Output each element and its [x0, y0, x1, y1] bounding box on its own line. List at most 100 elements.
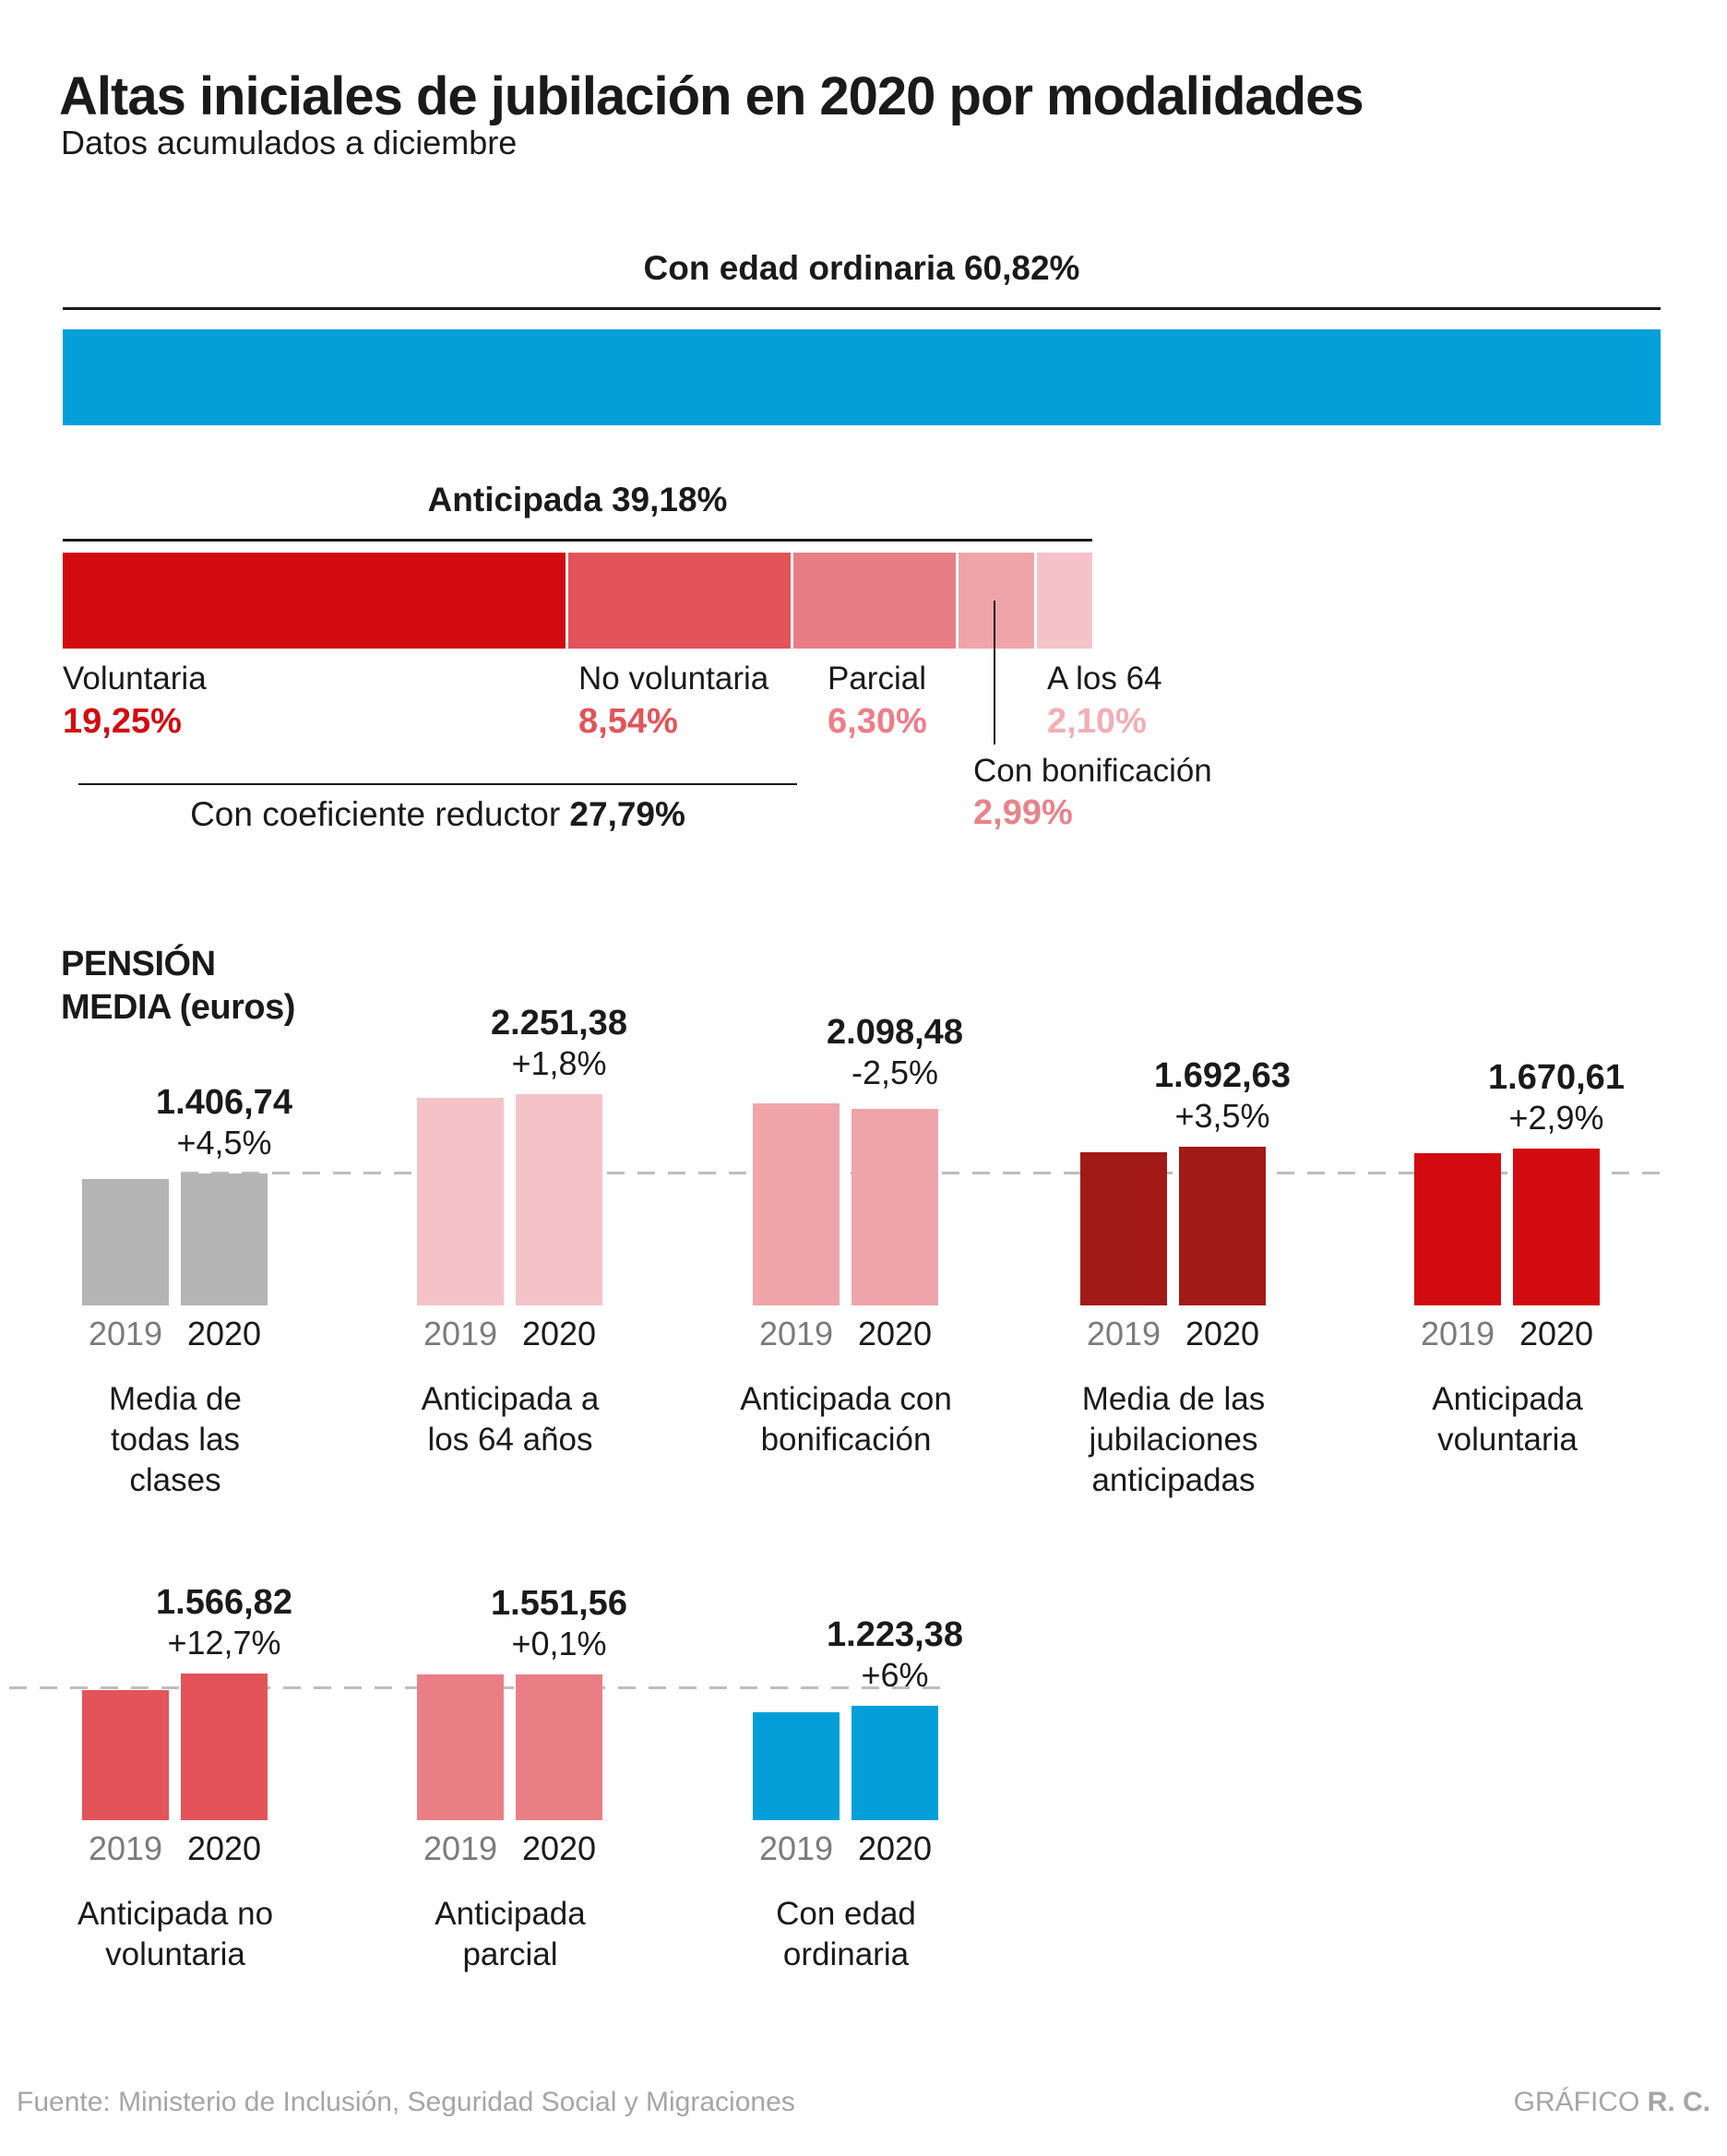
value-block: 1.692,63 +3,5%: [1084, 1054, 1361, 1136]
segment-label-block: A los 64 2,10%: [1047, 658, 1162, 743]
anticipada-header: Anticipada 39,18%: [427, 481, 728, 518]
pension-value: 2.098,48: [827, 1013, 963, 1052]
pension-group-label: Anticipada voluntaria: [1432, 1381, 1583, 1458]
anticipada-rule: [63, 539, 1092, 542]
pension-change: +6%: [861, 1656, 929, 1694]
callout-leader-line: [994, 601, 995, 744]
pension-change: +12,7%: [167, 1624, 281, 1662]
pension-change: +0,1%: [511, 1625, 607, 1662]
pension-group-label: Media de las jubilaciones anticipadas: [1081, 1381, 1266, 1498]
year-label-2020: 2020: [521, 1829, 597, 1867]
pension-plot: 1.406,74 +4,5%: [37, 996, 314, 1305]
value-block: 2.098,48 -2,5%: [756, 1011, 1033, 1092]
pension-value: 1.566,82: [156, 1583, 292, 1622]
year-label-2019: 2019: [423, 1829, 498, 1867]
segment-value: 8,54%: [578, 702, 678, 741]
bar-2020: [852, 1109, 938, 1305]
pension-group-label: Con edad ordinaria: [776, 1896, 916, 1972]
pension-group: 2.251,38 +1,8% 2019 2020 Anticipada a los 64…: [372, 996, 649, 1458]
pension-group-label: Anticipada a los 64 años: [421, 1381, 600, 1458]
segment-value: 6,30%: [828, 702, 927, 741]
pension-plot: 1.223,38 +6%: [708, 1543, 984, 1820]
bar-2019: [1414, 1153, 1501, 1305]
segment-value: 2,99%: [973, 793, 1073, 832]
ordinaria-header: Con edad ordinaria 60,82%: [643, 249, 1080, 287]
pension-change: +3,5%: [1174, 1097, 1270, 1135]
coeficiente-bracket-line: [78, 783, 797, 785]
year-label-2019: 2019: [1086, 1315, 1161, 1352]
pension-value: 1.670,61: [1488, 1058, 1625, 1097]
bar-2019: [1080, 1152, 1167, 1305]
chart-subtitle: Datos acumulados a diciembre: [61, 124, 518, 161]
pension-group: 1.406,74 +4,5% 2019 2020 Media de todas las …: [37, 996, 314, 1498]
value-block: 1.406,74 +4,5%: [86, 1081, 363, 1162]
coeficiente-text: Con coeficiente reductor: [190, 795, 561, 833]
pension-value: 2.251,38: [491, 1004, 627, 1042]
bar-2020: [1179, 1147, 1266, 1305]
segment-name: Con bonificación: [973, 753, 1212, 789]
pension-change: +4,5%: [176, 1124, 272, 1161]
year-label-2020: 2020: [186, 1315, 262, 1352]
bar-2020: [181, 1173, 268, 1305]
pension-change: +2,9%: [1508, 1099, 1604, 1137]
anticipada-segment-3: [793, 553, 956, 649]
year-label-2020: 2020: [857, 1315, 933, 1352]
year-label-2019: 2019: [88, 1829, 163, 1867]
anticipada-segment-5: [1037, 553, 1092, 649]
pension-value: 1.223,38: [827, 1615, 963, 1654]
pension-group: 1.223,38 +6% 2019 2020 Con edad ordinaria: [708, 1543, 984, 1972]
pension-change: -2,5%: [851, 1054, 939, 1091]
segment-name: A los 64: [1047, 661, 1162, 697]
year-label-2019: 2019: [758, 1829, 834, 1867]
bar-2019: [417, 1098, 504, 1305]
value-block: 1.551,56 +0,1%: [421, 1582, 697, 1663]
segment-name: No voluntaria: [578, 661, 769, 697]
year-label-2020: 2020: [1519, 1315, 1594, 1352]
anticipada-segment-4: [959, 553, 1034, 649]
pension-group: 1.670,61 +2,9% 2019 2020 Anticipada voluntar…: [1369, 996, 1646, 1458]
bar-2020: [852, 1706, 938, 1820]
year-label-2020: 2020: [1185, 1315, 1260, 1352]
ordinaria-rule: [63, 307, 1661, 310]
value-block: 2.251,38 +1,8%: [421, 1002, 697, 1083]
segment-callout-bonificacion: Con bonificación 2,99%: [973, 751, 1212, 834]
pension-group: 1.692,63 +3,5% 2019 2020 Media de las jubila…: [1035, 996, 1312, 1498]
year-label-2019: 2019: [1420, 1315, 1495, 1352]
pension-plot: 2.098,48 -2,5%: [708, 996, 984, 1305]
year-label-2020: 2020: [521, 1315, 597, 1352]
pension-value: 1.692,63: [1154, 1056, 1291, 1095]
pension-title-line2: MEDIA (euros): [61, 988, 295, 1027]
chart-title: Altas iniciales de jubilación en 2020 po…: [59, 66, 1364, 126]
bar-2019: [82, 1690, 169, 1820]
value-block: 1.670,61 +2,9%: [1418, 1056, 1695, 1138]
credit-note: GRÁFICO R. C.: [1514, 2087, 1710, 2118]
segment-name: Voluntaria: [63, 661, 207, 697]
ordinaria-bar: [63, 329, 1661, 425]
segment-label-block: Voluntaria 19,25%: [63, 658, 207, 743]
pension-group-label: Anticipada con bonificación: [740, 1381, 952, 1458]
value-block: 1.566,82 +12,7%: [86, 1581, 363, 1662]
segment-value: 19,25%: [63, 702, 182, 741]
pension-group: 2.098,48 -2,5% 2019 2020 Anticipada con boni…: [708, 996, 984, 1458]
coeficiente-value: 27,79%: [569, 795, 685, 833]
pension-plot: 1.551,56 +0,1%: [372, 1543, 649, 1820]
pension-plot: 1.692,63 +3,5%: [1035, 996, 1312, 1305]
segment-label-block: Parcial 6,30%: [828, 658, 927, 743]
pension-plot: 2.251,38 +1,8%: [372, 996, 649, 1305]
pension-value: 1.406,74: [156, 1083, 292, 1122]
anticipada-stacked-bar: [63, 553, 1092, 649]
bar-2019: [753, 1712, 840, 1820]
pension-section-title: PENSIÓN MEDIA (euros): [61, 943, 303, 1030]
credit-author: R. C.: [1647, 2087, 1710, 2117]
anticipada-segment-2: [568, 553, 791, 649]
anticipada-segment-1: [63, 553, 566, 649]
credit-prefix: GRÁFICO: [1513, 2087, 1648, 2117]
pension-group: 1.566,82 +12,7% 2019 2020 Anticipada no volu…: [37, 1543, 314, 1972]
coeficiente-label: Con coeficiente reductor 27,79%: [78, 795, 797, 834]
year-label-2020: 2020: [186, 1829, 262, 1867]
year-label-2019: 2019: [88, 1315, 163, 1352]
pension-title-line1: PENSIÓN: [61, 945, 216, 983]
year-label-2019: 2019: [423, 1315, 498, 1352]
source-note: Fuente: Ministerio de Inclusión, Segurid…: [17, 2087, 795, 2117]
